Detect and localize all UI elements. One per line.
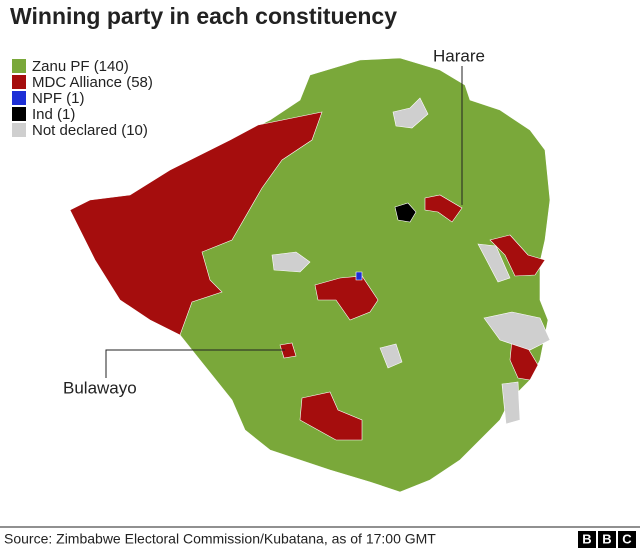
- region-mdc-south: [299, 391, 363, 441]
- region-mdc-west: [69, 111, 323, 336]
- title: Winning party in each constituency: [10, 3, 397, 29]
- legend-label: Zanu PF (140): [32, 58, 129, 75]
- region-mdc-bulawayo: [279, 342, 297, 359]
- legend-swatch: [12, 91, 26, 105]
- logo-block: [578, 531, 596, 548]
- region-not-declared: [477, 243, 511, 283]
- map: [69, 57, 551, 493]
- region-not-declared: [392, 97, 429, 129]
- source: Source: Zimbabwe Electoral Commission/Ku…: [4, 531, 436, 547]
- region-mdc-east: [489, 234, 546, 277]
- bulawayo-leader: [105, 349, 285, 378]
- logo-letter: B: [602, 531, 611, 546]
- region-not-declared: [483, 311, 551, 351]
- legend: Zanu PF (140)MDC Alliance (58)NPF (1)Ind…: [12, 58, 153, 139]
- legend-swatch: [12, 75, 26, 89]
- region-mdc-harare: [424, 194, 463, 223]
- legend-swatch: [12, 123, 26, 137]
- region-not-declared: [271, 251, 311, 273]
- legend-swatch: [12, 107, 26, 121]
- region-not-declared: [379, 343, 403, 369]
- legend-swatch: [12, 59, 26, 73]
- region-mdc-centre: [314, 275, 379, 321]
- legend-label: Not declared (10): [32, 122, 148, 139]
- place-label: Bulawayo: [63, 378, 137, 397]
- logo-letter: C: [622, 531, 632, 546]
- region-npf: [355, 271, 363, 281]
- region-ind: [394, 202, 417, 223]
- logo-block: [598, 531, 616, 548]
- place-label: Harare: [433, 46, 485, 65]
- legend-label: MDC Alliance (58): [32, 74, 153, 91]
- legend-label: NPF (1): [32, 90, 85, 107]
- logo-block: [618, 531, 636, 548]
- region-not-declared: [501, 381, 521, 425]
- logo-letter: B: [582, 531, 591, 546]
- legend-label: Ind (1): [32, 106, 75, 123]
